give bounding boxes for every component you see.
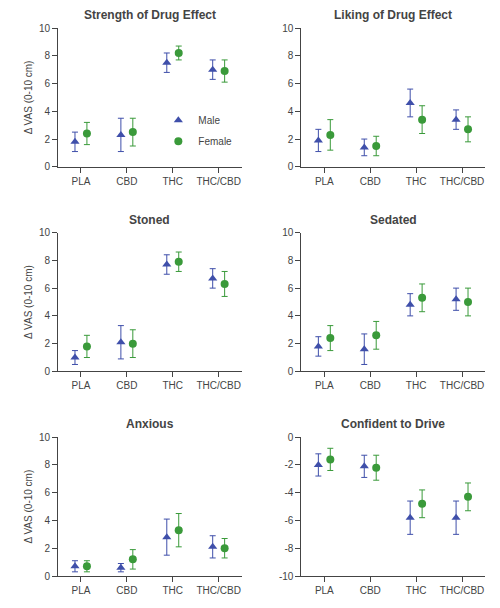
svg-text:Strength of Drug Effect: Strength of Drug Effect — [84, 8, 216, 22]
svg-text:CBD: CBD — [360, 380, 381, 391]
svg-text:2: 2 — [44, 134, 50, 145]
svg-text:6: 6 — [288, 78, 294, 89]
svg-text:4: 4 — [288, 106, 294, 117]
svg-text:CBD: CBD — [116, 176, 137, 187]
svg-text:-2: -2 — [284, 459, 293, 470]
svg-text:0: 0 — [288, 161, 294, 172]
svg-text:0: 0 — [44, 571, 50, 582]
svg-text:Confident to Drive: Confident to Drive — [341, 417, 445, 431]
svg-text:8: 8 — [288, 255, 294, 266]
svg-text:6: 6 — [288, 283, 294, 294]
svg-text:0: 0 — [44, 161, 50, 172]
svg-text:6: 6 — [44, 283, 50, 294]
svg-text:Sedated: Sedated — [370, 213, 417, 227]
svg-text:2: 2 — [288, 134, 294, 145]
svg-text:THC: THC — [162, 380, 183, 391]
svg-text:Δ VAS (0-10 cm): Δ VAS (0-10 cm) — [23, 470, 34, 544]
svg-text:0: 0 — [288, 432, 294, 443]
svg-text:THC/CBD: THC/CBD — [440, 585, 484, 596]
svg-text:10: 10 — [282, 227, 294, 238]
svg-text:THC/CBD: THC/CBD — [440, 176, 484, 187]
svg-text:2: 2 — [44, 338, 50, 349]
svg-text:8: 8 — [44, 255, 50, 266]
svg-text:PLA: PLA — [315, 585, 334, 596]
svg-text:CBD: CBD — [116, 585, 137, 596]
svg-text:-8: -8 — [284, 543, 293, 554]
svg-text:4: 4 — [44, 515, 50, 526]
svg-text:THC: THC — [406, 176, 427, 187]
svg-text:PLA: PLA — [71, 176, 90, 187]
svg-text:8: 8 — [288, 50, 294, 61]
svg-text:THC/CBD: THC/CBD — [196, 380, 240, 391]
svg-text:0: 0 — [44, 366, 50, 377]
svg-text:2: 2 — [288, 338, 294, 349]
svg-text:10: 10 — [39, 23, 51, 34]
svg-text:THC: THC — [162, 585, 183, 596]
svg-text:-4: -4 — [284, 487, 293, 498]
svg-text:THC/CBD: THC/CBD — [196, 176, 240, 187]
svg-text:4: 4 — [44, 106, 50, 117]
svg-text:10: 10 — [282, 23, 294, 34]
svg-text:10: 10 — [39, 227, 51, 238]
svg-text:CBD: CBD — [360, 176, 381, 187]
svg-text:10: 10 — [39, 432, 51, 443]
svg-text:8: 8 — [44, 459, 50, 470]
svg-text:0: 0 — [288, 366, 294, 377]
svg-text:Stoned: Stoned — [129, 213, 170, 227]
svg-text:6: 6 — [44, 487, 50, 498]
svg-text:THC: THC — [162, 176, 183, 187]
svg-text:Δ VAS (0-10 cm): Δ VAS (0-10 cm) — [23, 265, 34, 339]
svg-text:Liking of Drug Effect: Liking of Drug Effect — [334, 8, 452, 22]
svg-text:-6: -6 — [284, 515, 293, 526]
svg-text:PLA: PLA — [71, 585, 90, 596]
svg-text:Δ VAS (0-10 cm): Δ VAS (0-10 cm) — [23, 61, 34, 135]
svg-text:-10: -10 — [279, 571, 294, 582]
svg-text:THC: THC — [406, 585, 427, 596]
svg-text:Female: Female — [198, 136, 232, 147]
svg-text:Anxious: Anxious — [126, 417, 174, 431]
svg-text:4: 4 — [288, 310, 294, 321]
svg-text:THC: THC — [406, 380, 427, 391]
svg-text:6: 6 — [44, 78, 50, 89]
svg-text:4: 4 — [44, 310, 50, 321]
svg-text:Male: Male — [198, 115, 220, 126]
svg-text:2: 2 — [44, 543, 50, 554]
svg-text:8: 8 — [44, 50, 50, 61]
svg-text:PLA: PLA — [315, 380, 334, 391]
svg-text:PLA: PLA — [315, 176, 334, 187]
svg-text:PLA: PLA — [71, 380, 90, 391]
svg-text:THC/CBD: THC/CBD — [196, 585, 240, 596]
svg-text:CBD: CBD — [360, 585, 381, 596]
svg-text:THC/CBD: THC/CBD — [440, 380, 484, 391]
svg-text:CBD: CBD — [116, 380, 137, 391]
